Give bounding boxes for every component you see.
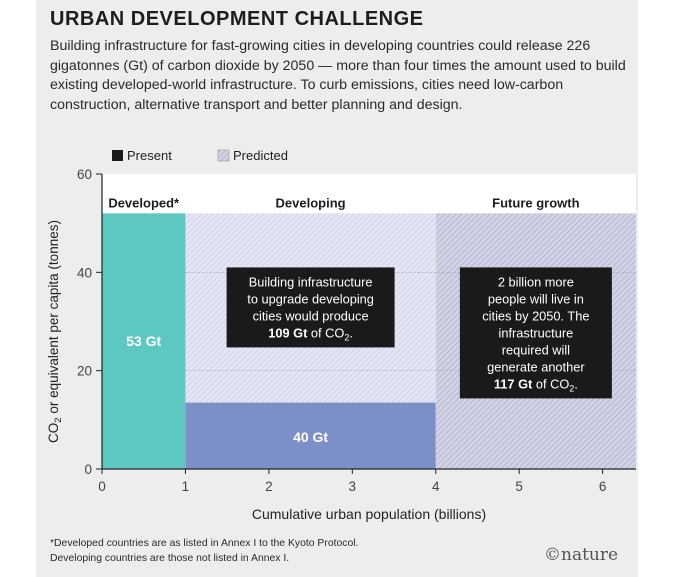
annotation-unit: of CO [307, 325, 344, 340]
legend-label-present: Present [127, 148, 172, 163]
annotation-line: people will live in [488, 291, 584, 306]
region-developing-present [185, 402, 436, 469]
annotation-box-future: 2 billion more people will live in cities … [459, 267, 612, 399]
x-tick-label: 0 [98, 479, 106, 494]
region-label-future-growth: Future growth [492, 195, 579, 210]
x-axis-label: Cumulative urban population (billions) [252, 506, 486, 522]
annotation-suffix: . [574, 376, 578, 391]
grid-lines [185, 271, 636, 372]
annotation-value-line: 109 Gt of CO2. [268, 325, 353, 342]
footnote-line-2: Developing countries are those not liste… [50, 553, 290, 564]
legend-swatch-predicted [217, 149, 230, 162]
annotation-line: cities by 2050. The [482, 308, 589, 323]
annotation-line: 2 billion more [498, 274, 574, 289]
x-tick-label: 6 [599, 479, 607, 494]
y-axis-label: CO2 or equivalent per capita (tonnes) [46, 220, 64, 443]
annotation-line: generate another [487, 359, 585, 374]
annotation-subscript: 2 [569, 383, 574, 393]
annotation-value-line: 117 Gt of CO2. [494, 376, 578, 393]
region-developed [102, 213, 186, 469]
y-tick-label: 40 [77, 265, 92, 280]
y-tick-label: 0 [84, 462, 92, 477]
annotation-subscript: 2 [344, 332, 349, 342]
chart-svg: Present Predicted Developed* Developing … [46, 148, 636, 522]
value-label-developing-present: 40 Gt [293, 429, 328, 445]
y-axis-ticks: 0 20 40 60 [77, 167, 102, 477]
x-axis-ticks: 0 1 2 3 4 5 6 [98, 469, 606, 494]
annotation-box-developing: Building infrastructure to upgrade develo… [226, 267, 395, 348]
x-tick-label: 5 [515, 479, 523, 494]
annotation-line: Building infrastructure [249, 274, 373, 289]
footnote-line-1: *Developed countries are as listed in An… [50, 538, 359, 549]
annotation-line: cities would produce [253, 308, 369, 323]
figure-card: URBAN DEVELOPMENT CHALLENGE Building inf… [36, 0, 638, 577]
axes [101, 174, 636, 470]
region-label-developed: Developed* [108, 195, 180, 210]
chart-subtitle: Building infrastructure for fast-growing… [50, 38, 626, 113]
annotation-value: 109 Gt [268, 325, 308, 340]
annotation-box-bg [459, 267, 612, 399]
x-tick-label: 1 [182, 479, 190, 494]
y-tick-label: 20 [77, 364, 92, 379]
x-tick-label: 3 [349, 479, 357, 494]
legend-label-predicted: Predicted [233, 148, 288, 163]
value-label-developed: 53 Gt [126, 333, 161, 349]
annotation-line: to upgrade developing [247, 291, 374, 306]
annotation-unit: of CO [532, 376, 569, 391]
nature-logo: ©nature [544, 545, 619, 565]
footnote: *Developed countries are as listed in An… [50, 536, 510, 566]
y-tick-label: 60 [77, 167, 92, 182]
annotation-line: required will [502, 342, 570, 357]
annotation-suffix: . [349, 325, 353, 340]
annotation-box-bg [226, 267, 395, 348]
chart-title: URBAN DEVELOPMENT CHALLENGE [50, 8, 424, 30]
legend-swatch-present [112, 150, 123, 161]
annotation-line: infrastructure [499, 325, 574, 340]
annotation-value: 117 Gt [494, 376, 533, 391]
x-tick-label: 4 [432, 479, 440, 494]
region-label-developing: Developing [276, 195, 346, 210]
x-tick-label: 2 [265, 479, 273, 494]
